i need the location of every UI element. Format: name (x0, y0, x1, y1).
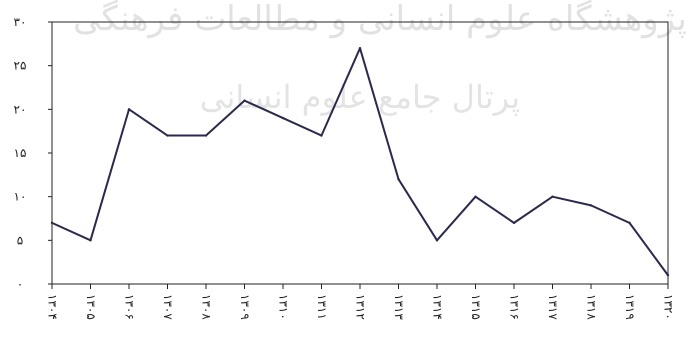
x-tick-label: ۱۳۱۹ (623, 294, 637, 320)
y-tick-label: ۲۵ (14, 59, 27, 73)
y-tick-label: ۱۰ (14, 190, 27, 204)
watermark-line-1: پژوهشگاه علوم انسانی و مطالعات فرهنگی (73, 0, 687, 39)
y-axis: ۰ ۵ ۱۰ ۱۵ ۲۰ ۲۵ ۳۰ (14, 15, 52, 291)
data-point (589, 204, 593, 207)
x-tick-label: ۱۳۱۶ (508, 294, 522, 320)
x-tick-label: ۱۳۱۴ (431, 294, 445, 320)
data-point (127, 108, 131, 111)
y-tick-label: ۱۵ (14, 146, 27, 160)
x-tick-label: ۱۳۱۵ (469, 294, 483, 320)
data-point (666, 274, 670, 277)
x-tick-label: ۱۳۱۳ (392, 294, 406, 320)
data-point (50, 221, 54, 225)
y-tick-label: ۲۰ (14, 102, 27, 116)
x-tick-label: ۱۳۱۰ (277, 294, 291, 320)
plot-frame (51, 21, 669, 285)
watermark: پژوهشگاه علوم انسانی و مطالعات فرهنگی پر… (73, 0, 687, 116)
data-point (166, 134, 169, 137)
data-point (512, 221, 516, 225)
x-tick-label: ۱۳۰۸ (200, 294, 214, 320)
data-point (281, 116, 285, 120)
data-point (204, 134, 208, 137)
data-point (551, 195, 554, 198)
data-point (243, 99, 246, 102)
data-point (89, 239, 92, 242)
x-tick-label: ۱۳۱۱ (315, 294, 329, 320)
x-tick-label: ۱۳۱۸ (585, 294, 599, 320)
data-point (628, 221, 631, 225)
data-point (435, 239, 439, 242)
x-tick-label: ۱۳۰۶ (123, 294, 137, 320)
data-point (358, 47, 362, 50)
x-tick-label: ۱۳۰۷ (161, 294, 175, 320)
x-tick-label: ۱۳۰۵ (84, 294, 98, 320)
data-point (397, 178, 400, 181)
data-point (320, 134, 323, 137)
y-tick-label: ۵ (17, 233, 23, 247)
series-layer (50, 47, 670, 277)
y-tick-label: ۰ (17, 277, 23, 291)
x-axis: ۱۳۰۴ ۱۳۰۵ ۱۳۰۶ ۱۳۰۷ ۱۳۰۸ ۱۳۰۹ ۱۳۱۰ ۱۳۱۱ ۱۳۱۲ ۱۳۱۳… (46, 284, 676, 320)
data-point (474, 195, 477, 198)
watermark-line-2: پرتال جامع علوم انسانی (200, 78, 520, 116)
x-tick-label: ۱۳۱۷ (546, 294, 560, 320)
x-tick-label: ۱۳۱۲ (354, 294, 368, 320)
x-tick-label: ۱۳۲۰ (662, 294, 676, 320)
y-tick-label: ۳۰ (14, 15, 27, 29)
x-tick-label: ۱۳۰۴ (46, 294, 60, 320)
x-tick-label: ۱۳۰۹ (238, 294, 252, 320)
